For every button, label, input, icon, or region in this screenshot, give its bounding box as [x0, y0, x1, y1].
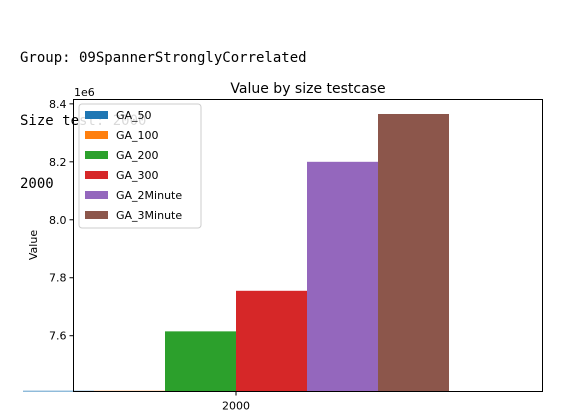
group-output-line: Group: 09SpannerStronglyCorrelated — [20, 50, 307, 66]
legend-swatch-ga-50 — [85, 111, 108, 119]
y-axis-label: Value — [27, 230, 40, 260]
y-tick-label: 8.2 — [49, 156, 67, 169]
chart-title: Value by size testcase — [230, 81, 385, 97]
x-tick-label: 2000 — [222, 400, 250, 413]
legend-label-ga-3minute: GA_3Minute — [116, 209, 182, 222]
plot-frame — [73, 99, 543, 392]
bar-ga-50 — [23, 390, 94, 392]
legend-swatch-ga-300 — [85, 171, 108, 179]
legend-label-ga-100: GA_100 — [116, 129, 159, 142]
y-axis: 7.6 7.8 8.0 8.2 8.4 — [49, 98, 74, 343]
bars-group — [23, 113, 449, 392]
y-offset-label: 1e6 — [74, 86, 95, 99]
x-axis: 2000 — [222, 391, 250, 413]
bar-ga-2minute — [307, 161, 378, 392]
legend-swatch-ga-200 — [85, 151, 108, 159]
legend: GA_50 GA_100 GA_200 GA_300 GA_2Minute GA_3Min… — [78, 103, 202, 229]
y-tick-label: 7.6 — [49, 330, 67, 343]
legend-swatch-ga-100 — [85, 131, 108, 139]
legend-swatch-ga-3minute — [85, 211, 108, 219]
legend-label-ga-300: GA_300 — [116, 169, 159, 182]
y-tick-label: 8.4 — [49, 98, 67, 111]
bar-ga-300 — [236, 290, 307, 392]
legend-swatch-ga-2minute — [85, 191, 108, 199]
legend-label-ga-50: GA_50 — [116, 109, 152, 122]
y-tick-label: 8.0 — [49, 214, 67, 227]
bar-ga-3minute — [378, 113, 449, 392]
legend-box — [78, 103, 202, 229]
y-tick-label: 7.8 — [49, 272, 67, 285]
bar-ga-200 — [165, 331, 236, 392]
bar-chart: Value by size testcase 1e6 Value 7.6 7.8 8… — [23, 81, 543, 413]
legend-label-ga-200: GA_200 — [116, 149, 159, 162]
legend-label-ga-2minute: GA_2Minute — [116, 189, 182, 202]
size-value-output-line: 2000 — [20, 176, 54, 192]
